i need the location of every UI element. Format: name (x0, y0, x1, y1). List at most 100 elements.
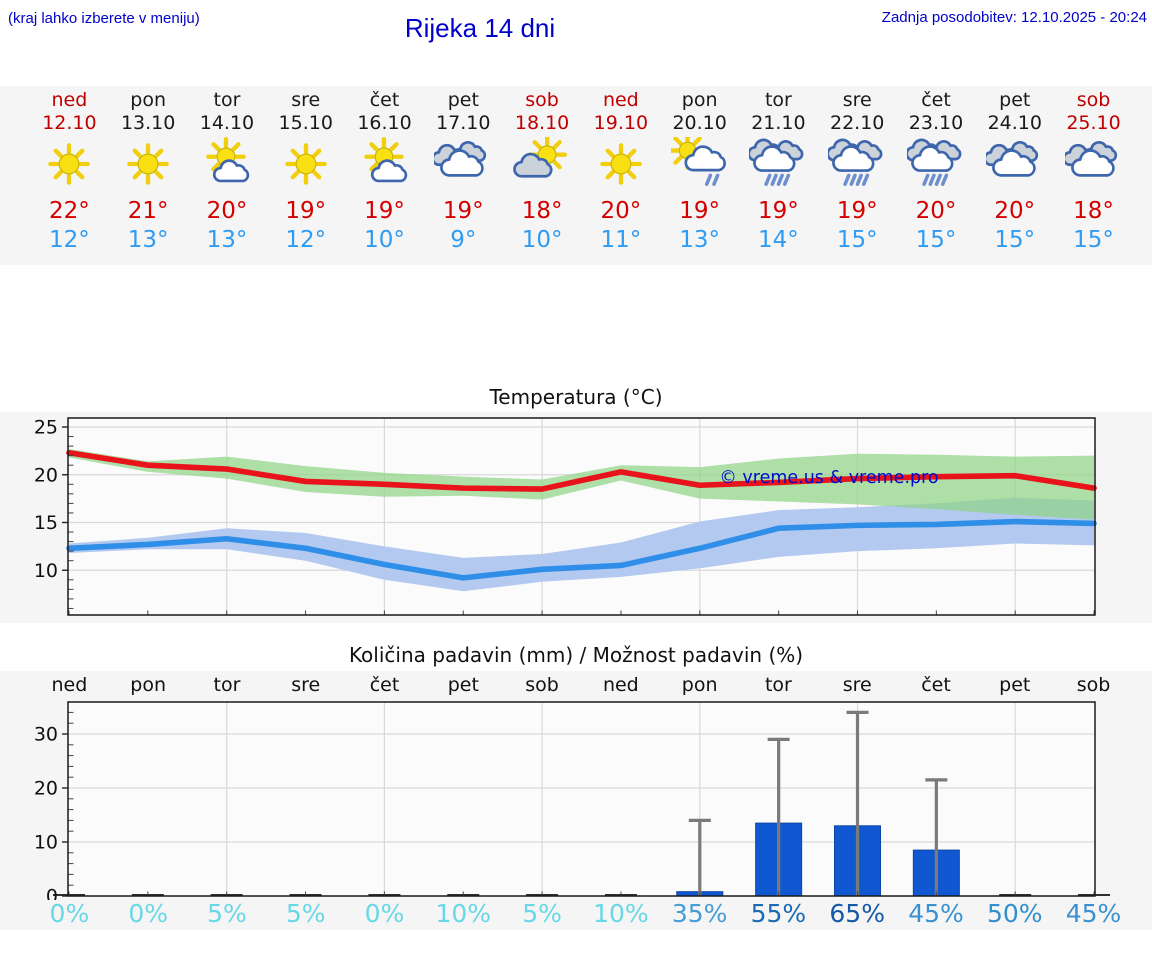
precipitation-chart: 0 10 20 30 (34, 701, 1111, 901)
forecast-day: tor 14.10 20° 13° (188, 86, 267, 265)
forecast-day: sre 22.10 19° 15° (818, 86, 897, 265)
day-date: 18.10 (514, 112, 570, 134)
forecast-day: ned 12.10 22° 12° (30, 86, 109, 265)
day-date: 15.10 (278, 112, 333, 134)
temp-axis-tick: 15 (34, 512, 58, 534)
day-high-temp: 20° (994, 198, 1036, 224)
precip-day-label: čet (921, 674, 951, 696)
precip-day-label: pon (681, 674, 718, 696)
forecast-day: sre 15.10 19° 12° (266, 86, 345, 265)
day-date: 22.10 (830, 112, 885, 134)
day-high-temp: 20° (600, 198, 642, 224)
day-name: čet (369, 89, 400, 111)
precip-probability: 50% (986, 899, 1043, 928)
precip-probability: 45% (1065, 899, 1122, 928)
temp-axis-tick: 10 (34, 560, 58, 582)
forecast-day: pet 17.10 19° 9° (424, 86, 503, 265)
max-temp-range-band (69, 448, 1095, 520)
precip-probability: 0% (128, 899, 168, 928)
precip-probability: 45% (908, 899, 964, 928)
precip-day-label: sob (1076, 674, 1111, 696)
day-high-temp: 18° (1073, 198, 1114, 224)
forecast-day: pet 24.10 20° 15° (975, 86, 1054, 265)
precip-probability: 55% (750, 899, 807, 928)
precipitation-chart-title: Količina padavin (mm) / Možnost padavin … (348, 643, 804, 667)
precip-day-label: tor (764, 674, 792, 696)
day-low-temp: 15° (915, 227, 957, 253)
day-date: 25.10 (1066, 112, 1121, 134)
precip-day-label: sre (842, 674, 872, 696)
sunny-icon (581, 137, 660, 193)
temperature-chart: © vreme.us & vreme.pro 10 15 20 25 (34, 417, 1097, 616)
min-temp-line (66, 518, 1097, 581)
day-date: 23.10 (908, 112, 964, 134)
day-low-temp: 13° (679, 227, 721, 253)
header-note: (kraj lahko izberete v meniju) (8, 10, 200, 27)
precip-probability: 5% (522, 899, 562, 928)
sun-shower-icon (660, 131, 739, 193)
precip-probability: 10% (593, 899, 649, 928)
day-high-temp: 19° (679, 198, 721, 224)
precip-day-label: ned (51, 674, 88, 696)
precip-day-label: sob (525, 674, 559, 696)
day-low-temp: 12° (49, 227, 90, 253)
precip-probability: 5% (285, 899, 326, 928)
day-date: 13.10 (120, 112, 176, 134)
day-name: sre (291, 89, 321, 111)
day-name: sob (1076, 89, 1111, 111)
precip-probability: 35% (671, 899, 728, 928)
day-low-temp: 12° (285, 227, 327, 253)
day-low-temp: 14° (758, 227, 799, 253)
precip-day-label: pet (999, 674, 1031, 696)
precip-axis-tick: 20 (34, 778, 58, 800)
max-temp-line (66, 449, 1097, 492)
cloudy-icon (424, 137, 503, 193)
sunny-icon (30, 137, 109, 193)
precip-day-label: pon (130, 674, 167, 696)
partly-cloudy-icon (345, 136, 424, 193)
day-high-temp: 19° (758, 198, 799, 224)
partly-cloudy-gray-icon (503, 134, 582, 193)
precipitation-day-labels: ned pon tor sre čet pet sob ned pon tor sre čet pet s… (0, 672, 1152, 698)
precip-axis-tick: 0 (46, 886, 58, 901)
partly-cloudy-icon (188, 136, 267, 193)
precip-probability: 65% (829, 899, 885, 928)
forecast-day: sob 25.10 18° 15° (1054, 86, 1133, 265)
precip-probability: 0% (364, 899, 405, 928)
day-high-temp: 20° (206, 198, 248, 224)
cloudy-icon (1054, 137, 1133, 193)
day-name: pet (999, 89, 1031, 111)
precipitation-probability-row: 0% 0% 5% 5% 0% 10% 5% 10% 35% 55% 65% 45% 50% 45% (0, 897, 1152, 930)
sunny-icon (266, 137, 345, 193)
day-high-temp: 19° (364, 198, 405, 224)
day-low-temp: 10° (364, 227, 405, 253)
day-date: 14.10 (199, 112, 255, 134)
precip-day-label: ned (602, 674, 639, 696)
day-name: sob (525, 89, 559, 111)
forecast-day: pon 13.10 21° 13° (109, 86, 188, 265)
precip-day-label: pet (447, 674, 479, 696)
day-date: 19.10 (593, 112, 649, 134)
precip-probability: 10% (435, 899, 492, 928)
day-low-temp: 13° (206, 227, 248, 253)
day-low-temp: 11° (600, 227, 642, 253)
rain-icon (739, 137, 818, 193)
day-name: čet (921, 89, 951, 111)
temp-axis-tick: 25 (34, 417, 58, 439)
page-title: Rijeka 14 dni (404, 13, 556, 43)
day-low-temp: 13° (127, 227, 169, 253)
sunny-icon (109, 137, 188, 193)
day-high-temp: 19° (836, 198, 878, 224)
day-high-temp: 20° (915, 198, 957, 224)
temp-axis-tick: 20 (34, 464, 58, 486)
forecast-day: sob 18.10 18° 10° (503, 86, 582, 265)
rain-icon (897, 137, 976, 193)
day-date: 12.10 (42, 112, 97, 134)
forecast-day: čet 23.10 20° 15° (897, 86, 976, 265)
precip-axis-tick: 30 (34, 724, 58, 746)
day-name: tor (213, 89, 241, 111)
day-high-temp: 21° (127, 198, 169, 224)
forecast-day: čet 16.10 19° 10° (345, 86, 424, 265)
day-date: 24.10 (987, 112, 1042, 134)
day-low-temp: 15° (1073, 227, 1114, 253)
